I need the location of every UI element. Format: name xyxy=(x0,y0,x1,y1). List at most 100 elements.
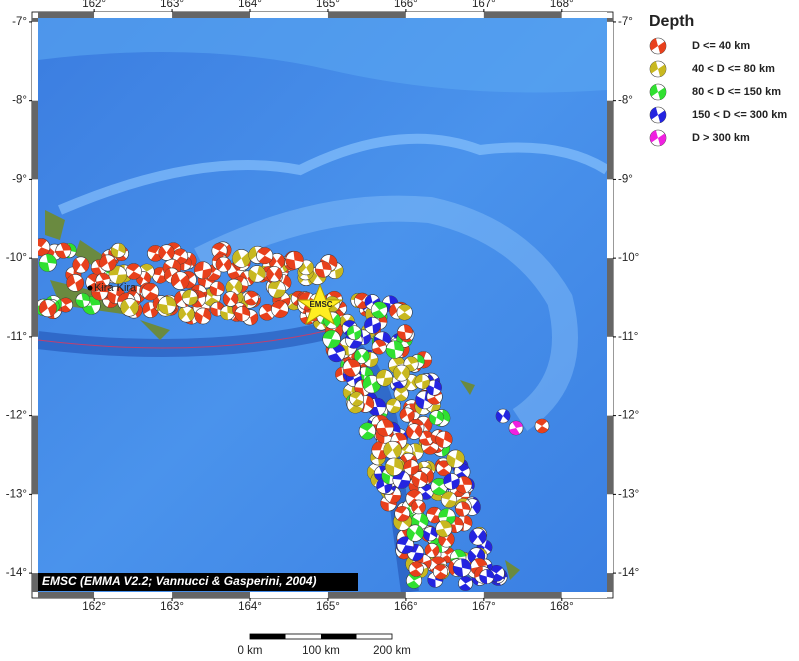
ball-quadrant xyxy=(436,410,444,422)
ball-quadrant xyxy=(171,272,181,287)
ball-quadrant xyxy=(328,291,342,300)
border-segment xyxy=(94,12,173,18)
ball-quadrant xyxy=(111,247,119,258)
ball-quadrant xyxy=(384,482,392,494)
focal-mechanism xyxy=(399,407,415,423)
ball-quadrant xyxy=(438,508,449,518)
ball-quadrant xyxy=(223,293,231,306)
x-tick-label: 167° xyxy=(472,601,496,613)
ball-quadrant xyxy=(374,398,386,408)
ball-quadrant xyxy=(250,313,258,325)
border-segment xyxy=(327,592,406,598)
ball-quadrant xyxy=(453,565,464,577)
ball-quadrant xyxy=(166,246,175,259)
ball-quadrant xyxy=(91,291,102,301)
focal-mechanism xyxy=(397,324,413,340)
x-tick-label: 167° xyxy=(472,0,496,10)
focal-mechanism xyxy=(403,459,420,476)
focal-mechanism xyxy=(72,256,90,274)
ball-quadrant xyxy=(454,549,466,558)
focal-mechanism xyxy=(394,505,410,522)
focal-mechanism xyxy=(411,499,426,515)
ball-quadrant xyxy=(118,243,126,254)
ball-quadrant xyxy=(55,250,67,259)
ball-quadrant xyxy=(435,528,448,537)
focal-mechanism xyxy=(194,261,212,280)
ball-quadrant xyxy=(424,469,434,484)
ball-quadrant xyxy=(423,530,431,541)
border-segment xyxy=(561,592,607,598)
ball-quadrant xyxy=(422,379,430,390)
focal-mechanism xyxy=(39,299,57,318)
ball-quadrant xyxy=(455,484,467,494)
ball-quadrant xyxy=(461,558,472,570)
ball-quadrant xyxy=(429,537,441,545)
ball-quadrant xyxy=(461,476,472,485)
y-tick-label: -8° xyxy=(12,95,27,107)
ball-quadrant xyxy=(469,529,478,544)
border-segment xyxy=(607,494,613,574)
ball-quadrant xyxy=(293,251,304,263)
border-segment xyxy=(607,21,613,101)
ball-quadrant xyxy=(658,64,666,77)
focal-mechanism xyxy=(170,271,190,290)
x-tick-label: 163° xyxy=(160,0,184,10)
ball-quadrant xyxy=(381,419,394,428)
border-segment xyxy=(250,12,328,18)
ball-quadrant xyxy=(383,442,393,457)
focal-mechanism xyxy=(649,129,667,147)
ball-quadrant xyxy=(486,569,494,579)
focal-mechanism xyxy=(393,386,409,402)
place-label: Kira Kira xyxy=(94,282,137,294)
ball-quadrant xyxy=(512,421,523,428)
focal-mechanism xyxy=(430,478,448,496)
ball-quadrant xyxy=(414,374,423,384)
ball-quadrant xyxy=(658,87,666,100)
ball-quadrant xyxy=(335,267,344,279)
y-tick-label: -8° xyxy=(618,95,633,107)
ball-quadrant xyxy=(144,291,159,301)
ball-quadrant xyxy=(370,473,379,487)
ball-quadrant xyxy=(395,432,407,441)
focal-mechanism xyxy=(649,37,667,55)
ball-quadrant xyxy=(489,565,503,574)
ball-quadrant xyxy=(407,410,415,422)
y-tick-label: -10° xyxy=(618,252,639,264)
ball-quadrant xyxy=(274,267,283,281)
focal-mechanism xyxy=(95,272,111,288)
focal-mechanism xyxy=(38,253,57,272)
ball-quadrant xyxy=(202,268,212,279)
ball-quadrant xyxy=(459,583,471,591)
ball-quadrant xyxy=(258,255,272,264)
ball-quadrant xyxy=(347,359,361,368)
ball-quadrant xyxy=(359,422,374,432)
focal-mechanism xyxy=(405,423,423,440)
ball-quadrant xyxy=(274,309,288,318)
ball-quadrant xyxy=(406,356,419,364)
focal-mechanism xyxy=(157,296,177,315)
ball-quadrant xyxy=(382,377,393,387)
ball-quadrant xyxy=(389,405,401,414)
ball-quadrant xyxy=(276,254,285,268)
y-tick-label: -12° xyxy=(618,410,639,422)
ball-quadrant xyxy=(432,478,446,487)
focal-mechanism xyxy=(458,576,473,591)
focal-mechanism xyxy=(396,536,415,554)
ball-quadrant xyxy=(451,478,460,490)
focal-mechanism xyxy=(285,251,304,270)
ball-quadrant xyxy=(306,261,314,274)
ball-quadrant xyxy=(650,61,658,74)
focal-mechanism xyxy=(495,408,511,424)
ball-quadrant xyxy=(340,315,348,328)
border-segment xyxy=(32,336,38,416)
scale-label: 200 km xyxy=(373,645,411,656)
ball-quadrant xyxy=(371,441,384,451)
ball-quadrant xyxy=(438,533,447,547)
ball-quadrant xyxy=(257,265,266,279)
ball-quadrant xyxy=(225,280,235,295)
ball-quadrant xyxy=(202,308,211,321)
y-tick-label: -7° xyxy=(12,16,27,28)
ball-quadrant xyxy=(354,329,362,340)
ball-quadrant xyxy=(419,471,428,484)
border-segment xyxy=(32,18,38,22)
